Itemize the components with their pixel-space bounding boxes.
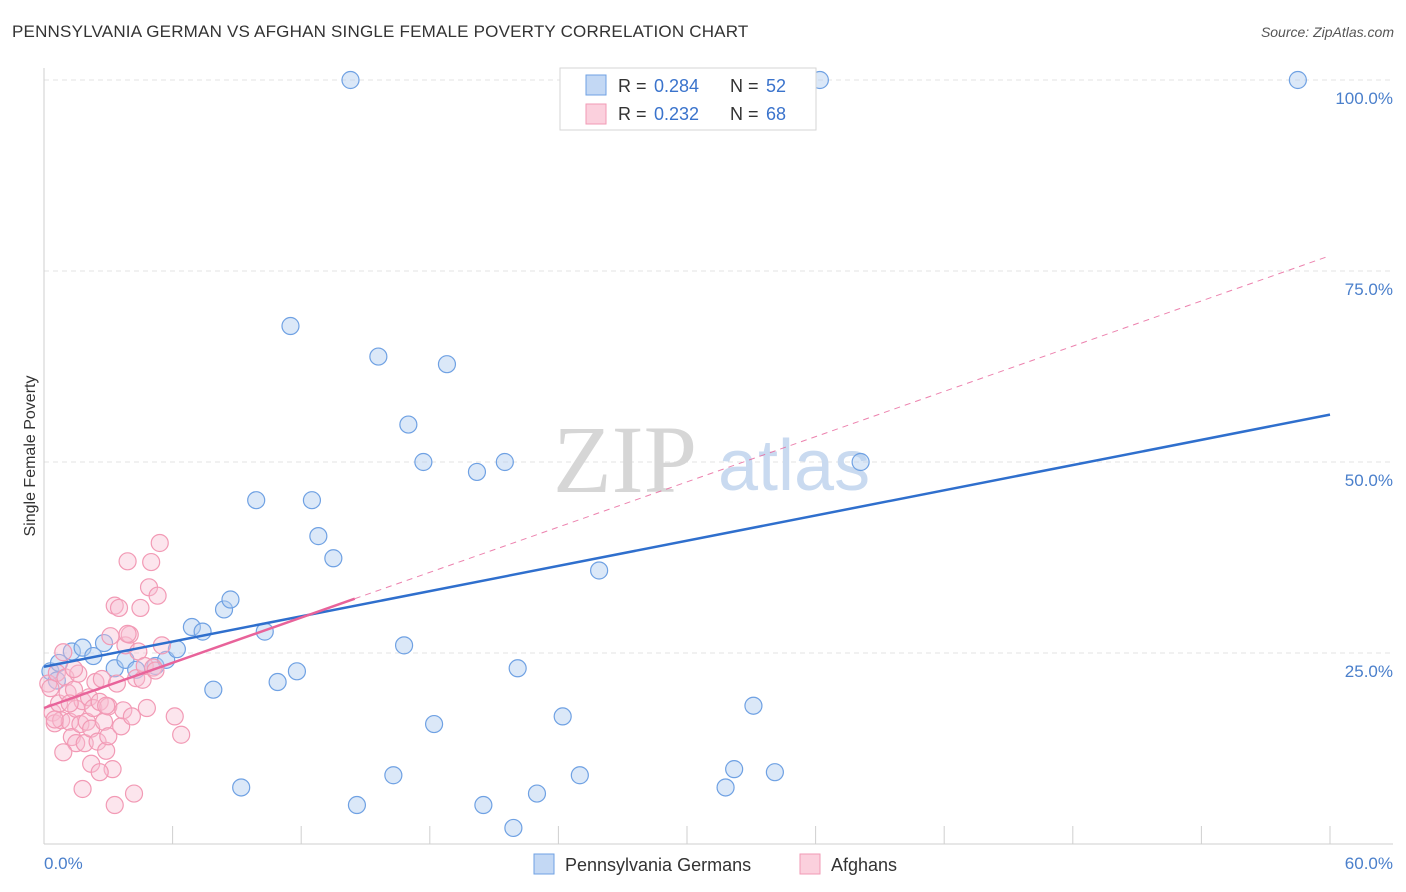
x-tick-label-max: 60.0% xyxy=(1345,854,1393,873)
point-pennsylvania-german xyxy=(725,760,744,779)
point-afghan xyxy=(131,598,150,618)
point-pennsylvania-german xyxy=(424,714,444,734)
point-afghan xyxy=(45,710,64,729)
legend-swatch-pink xyxy=(585,103,607,125)
point-afghan xyxy=(109,598,129,618)
y-axis-title: Single Female Poverty xyxy=(22,376,39,537)
trend-lines xyxy=(43,255,1331,710)
point-afghan xyxy=(142,552,161,572)
point-pennsylvania-german xyxy=(744,696,763,715)
point-pennsylvania-german xyxy=(324,549,343,568)
point-afghan xyxy=(97,696,116,715)
point-pennsylvania-german xyxy=(570,766,589,785)
point-pennsylvania-german xyxy=(341,70,360,90)
point-pennsylvania-german xyxy=(281,316,300,336)
grid-layer xyxy=(44,79,1393,654)
point-pennsylvania-german xyxy=(287,662,307,681)
point-pennsylvania-german xyxy=(214,600,234,619)
point-pennsylvania-german xyxy=(302,491,322,510)
y-tick-labels: 25.0% 50.0% 75.0% 100.0% xyxy=(1335,89,1393,681)
point-pennsylvania-german xyxy=(384,766,403,785)
trend-line-afghans-extrapolated xyxy=(354,255,1331,600)
point-afghan xyxy=(118,624,137,644)
point-afghan xyxy=(41,679,60,698)
point-afghan xyxy=(137,698,156,718)
point-afghan xyxy=(172,725,191,744)
point-afghan xyxy=(54,643,73,662)
point-pennsylvania-german xyxy=(399,415,418,434)
point-afghan xyxy=(122,707,141,726)
trend-line-pennsylvania-germans xyxy=(43,413,1331,668)
point-afghan xyxy=(97,741,116,760)
bottom-legend-swatch-blue xyxy=(533,853,555,875)
point-pennsylvania-german xyxy=(369,347,388,366)
chart-title: PENNSYLVANIA GERMAN VS AFGHAN SINGLE FEM… xyxy=(12,22,749,41)
point-pennsylvania-german xyxy=(437,355,457,374)
point-pennsylvania-german xyxy=(508,659,527,678)
point-pennsylvania-german xyxy=(94,633,114,653)
x-tick-label-min: 0.0% xyxy=(44,854,83,873)
y-tick-label: 75.0% xyxy=(1345,280,1393,299)
bottom-legend-swatch-pink xyxy=(799,853,821,875)
point-pennsylvania-german xyxy=(394,636,414,655)
point-afghan xyxy=(90,763,109,782)
bottom-legend-label-pink: Afghans xyxy=(831,855,897,875)
point-pennsylvania-german xyxy=(247,491,266,510)
point-pennsylvania-german xyxy=(474,795,493,815)
point-pennsylvania-german xyxy=(347,795,367,815)
watermark-atlas: atlas xyxy=(718,426,870,506)
point-afghan xyxy=(105,795,124,815)
point-pennsylvania-german xyxy=(221,590,240,609)
point-pennsylvania-german xyxy=(553,707,572,726)
point-pennsylvania-german xyxy=(268,672,287,692)
point-pennsylvania-german xyxy=(716,778,735,797)
legend-n-label-blue: N = xyxy=(730,76,759,96)
point-afghan xyxy=(101,627,120,646)
point-afghan xyxy=(118,552,137,571)
point-pennsylvania-german xyxy=(167,640,186,659)
y-tick-label: 25.0% xyxy=(1345,662,1393,681)
legend-n-label-pink: N = xyxy=(730,104,759,124)
legend-top: R = 0.284 N = 52 R = 0.232 N = 68 xyxy=(559,67,817,131)
point-pennsylvania-german xyxy=(467,462,487,482)
y-tick-label: 100.0% xyxy=(1335,89,1393,108)
trend-line-afghans xyxy=(43,597,356,710)
legend-r-value-pink: 0.232 xyxy=(654,104,699,124)
point-afghan xyxy=(99,727,118,746)
y-tick-label: 50.0% xyxy=(1345,471,1393,490)
point-pennsylvania-german xyxy=(182,617,201,637)
point-afghan xyxy=(73,779,92,799)
watermark-zip: ZIP xyxy=(553,406,697,513)
series-afghans xyxy=(39,533,191,815)
point-pennsylvania-german xyxy=(309,527,328,546)
point-afghan xyxy=(54,743,73,762)
legend-swatch-blue xyxy=(585,74,607,96)
series-pennsylvania-germans xyxy=(41,70,1307,838)
point-afghan xyxy=(124,784,144,803)
legend-n-value-pink: 68 xyxy=(766,104,786,124)
legend-n-value-blue: 52 xyxy=(766,76,786,96)
chart-source: Source: ZipAtlas.com xyxy=(1260,24,1394,40)
x-axis-ticks xyxy=(43,826,1331,844)
point-pennsylvania-german xyxy=(590,561,609,580)
point-pennsylvania-german xyxy=(765,763,784,782)
point-pennsylvania-german xyxy=(232,778,251,797)
point-pennsylvania-german xyxy=(504,818,523,838)
legend-bottom: Pennsylvania Germans Afghans xyxy=(533,853,897,875)
legend-r-value-blue: 0.284 xyxy=(654,76,699,96)
point-afghan xyxy=(150,533,169,553)
point-pennsylvania-german xyxy=(851,452,870,472)
point-pennsylvania-german xyxy=(1288,70,1307,90)
point-pennsylvania-german xyxy=(204,680,223,699)
legend-r-label-pink: R = xyxy=(618,104,647,124)
point-pennsylvania-german xyxy=(414,452,433,472)
legend-r-label-blue: R = xyxy=(618,76,647,96)
bottom-legend-label-blue: Pennsylvania Germans xyxy=(565,855,751,875)
point-afghan xyxy=(165,707,184,726)
point-pennsylvania-german xyxy=(495,452,514,472)
point-pennsylvania-german xyxy=(527,784,547,803)
point-afghan xyxy=(148,586,167,605)
